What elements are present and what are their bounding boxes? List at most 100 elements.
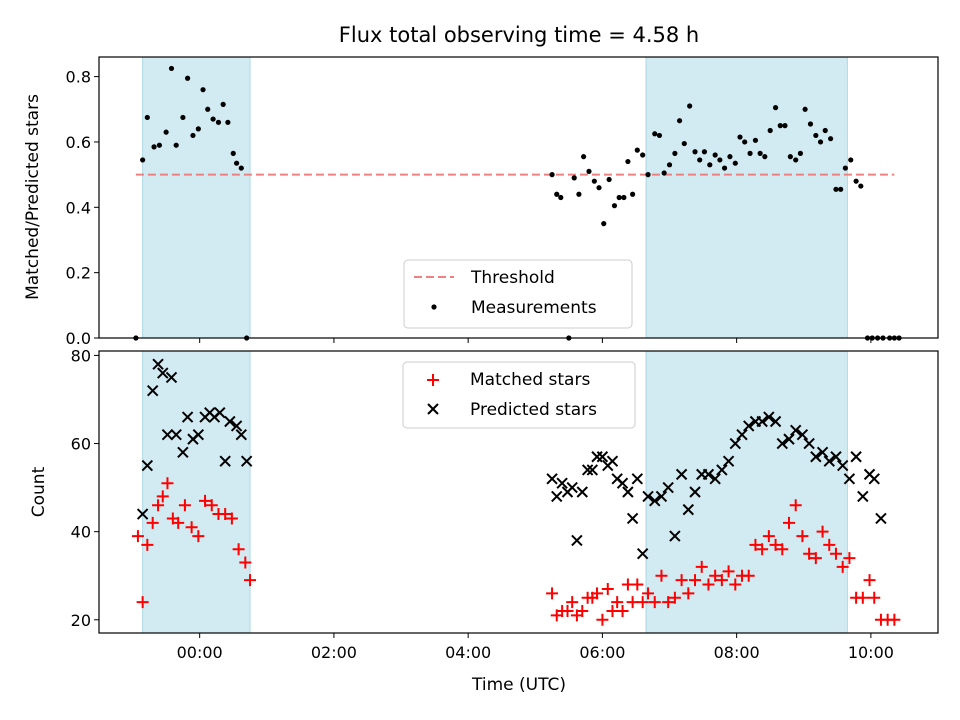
matched-star-point — [702, 578, 715, 591]
measurement-point — [230, 150, 236, 156]
measurement-point — [676, 118, 683, 124]
measurement-point — [727, 154, 733, 160]
measurement-point — [681, 140, 687, 147]
predicted-star-point — [810, 451, 822, 463]
legend-measurements-label: Measurements — [471, 298, 597, 318]
predicted-star-point — [631, 473, 644, 485]
predicted-star-point — [850, 451, 862, 463]
measurement-point — [591, 178, 597, 184]
shaded-region — [142, 350, 251, 634]
predicted-star-point — [682, 503, 695, 516]
matched-star-point — [762, 530, 775, 543]
measurement-point — [205, 106, 211, 112]
matched-star-point — [888, 613, 901, 626]
measurement-point — [621, 194, 627, 201]
bottom-x-ticks: 00:00 02:00 04:00 06:00 08:00 10:00 — [177, 633, 894, 662]
bottom-y-axis-label: Count — [29, 466, 49, 517]
matched-star-point — [225, 512, 238, 525]
matched-star-point — [219, 508, 232, 521]
matched-star-point — [156, 490, 169, 503]
measurement-point — [737, 134, 743, 140]
y-tick-label: 40 — [71, 523, 91, 542]
y-tick-label: 0.6 — [66, 133, 91, 152]
predicted-star-point — [875, 512, 887, 525]
predicted-star-point — [796, 429, 809, 441]
measurement-point — [238, 165, 244, 171]
matched-star-point — [232, 543, 245, 556]
measurement-point — [838, 186, 844, 192]
measurement-point — [611, 203, 618, 209]
bottom-y-ticks: 20 40 60 80 — [71, 346, 99, 630]
predicted-star-point — [240, 455, 253, 467]
measurement-point — [596, 185, 602, 191]
measurement-point — [853, 178, 859, 184]
matched-star-point — [749, 538, 762, 551]
predicted-star-point — [709, 473, 721, 485]
predicted-star-point — [235, 429, 248, 441]
measurement-point — [742, 139, 748, 145]
measurement-point — [712, 152, 718, 158]
matched-star-point — [631, 578, 644, 591]
measurement-point — [813, 132, 819, 139]
measurement-point — [822, 127, 828, 134]
matched-star-point — [782, 516, 795, 529]
matched-star-point — [709, 569, 722, 582]
matched-star-point — [863, 574, 876, 587]
measurement-point — [762, 154, 768, 160]
y-tick-label: 0.8 — [66, 68, 91, 87]
top-shaded-regions — [142, 56, 848, 339]
measurement-point — [173, 142, 179, 148]
measurement-point — [549, 172, 555, 178]
matched-star-point — [682, 587, 695, 600]
measurement-point — [672, 150, 678, 156]
matched-star-point — [675, 574, 688, 587]
measurement-point — [581, 154, 587, 160]
shaded-region — [645, 350, 848, 634]
matched-star-point — [626, 596, 639, 609]
matched-star-point — [152, 499, 165, 512]
measurement-point — [692, 149, 698, 155]
matched-star-point — [606, 604, 619, 617]
legend-measurements-swatch — [431, 304, 437, 310]
matched-star-point — [131, 530, 144, 543]
matched-star-point — [616, 604, 629, 617]
predicted-star-point — [161, 429, 174, 441]
measurement-point — [625, 158, 631, 165]
matched-star-point — [205, 499, 218, 512]
legend-threshold-label: Threshold — [470, 268, 555, 288]
matched-star-point — [742, 569, 755, 582]
matched-star-point — [722, 565, 735, 578]
predicted-star-point — [743, 420, 755, 432]
measurement-point — [163, 129, 169, 135]
matched-star-point — [244, 574, 257, 587]
measurement-point — [842, 165, 848, 171]
matched-star-point — [776, 543, 789, 556]
predicted-star-point — [556, 477, 568, 489]
measurement-point — [586, 168, 592, 174]
measurement-point — [656, 132, 663, 139]
predicted-star-point — [141, 459, 154, 472]
matched-star-point — [178, 499, 191, 512]
predicted-star-point — [219, 455, 231, 467]
measurement-point — [195, 126, 201, 132]
measurement-point — [797, 150, 804, 156]
measurement-point — [645, 172, 651, 178]
matched-star-point — [546, 587, 559, 600]
x-tick-label: 00:00 — [177, 643, 223, 662]
predicted-star-point — [230, 420, 243, 432]
predicted-stars-points — [136, 358, 887, 560]
y-tick-label: 0.0 — [66, 329, 91, 348]
predicted-star-point — [769, 415, 782, 428]
predicted-star-point — [192, 429, 205, 441]
predicted-star-point — [662, 481, 674, 494]
measurement-point — [634, 147, 640, 153]
x-tick-label: 04:00 — [445, 643, 491, 662]
matched-star-point — [809, 552, 822, 565]
predicted-star-point — [823, 455, 835, 467]
measurement-point — [601, 221, 607, 227]
matched-star-point — [146, 516, 159, 529]
measurement-point — [793, 157, 799, 163]
predicted-star-point — [702, 468, 715, 481]
matched-star-point — [648, 596, 661, 609]
